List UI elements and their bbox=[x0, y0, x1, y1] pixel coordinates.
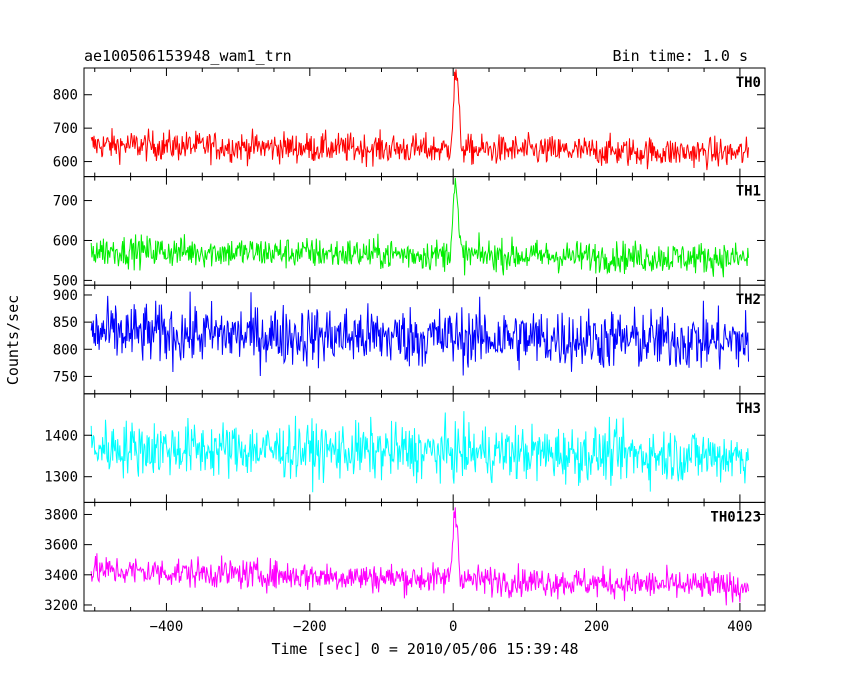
y-tick-label: 600 bbox=[53, 233, 78, 249]
x-axis-label: Time [sec] 0 = 2010/05/06 15:39:48 bbox=[271, 640, 578, 658]
y-tick-label: 600 bbox=[53, 155, 78, 171]
y-tick-label: 3200 bbox=[44, 598, 78, 614]
panel-label-th2: TH2 bbox=[736, 292, 761, 308]
series-th0-line bbox=[90, 69, 749, 171]
y-tick-label: 800 bbox=[53, 88, 78, 104]
y-axis-label: Counts/sec bbox=[4, 295, 22, 385]
x-tick-label: −400 bbox=[150, 619, 184, 635]
panel-label-th0: TH0 bbox=[736, 75, 761, 91]
series-th3-line bbox=[90, 411, 749, 493]
y-tick-label: 3400 bbox=[44, 568, 78, 584]
y-tick-label: 850 bbox=[53, 315, 78, 331]
y-tick-label: 3800 bbox=[44, 507, 78, 523]
series-th0123-line bbox=[90, 507, 749, 606]
panels-group: 600 700 800 TH0 500 600 700 TH1 750 800 850 900 TH2 1… bbox=[44, 67, 766, 635]
panel-label-th1: TH1 bbox=[736, 184, 761, 200]
y-tick-label: 700 bbox=[53, 194, 78, 210]
y-tick-label: 1400 bbox=[44, 428, 78, 444]
x-tick-label: 200 bbox=[584, 619, 609, 635]
x-tick-label: 0 bbox=[449, 619, 457, 635]
y-tick-label: 700 bbox=[53, 121, 78, 137]
panel-frame-th0123 bbox=[83, 501, 766, 612]
series-th2-line bbox=[90, 291, 749, 377]
y-tick-label: 800 bbox=[53, 342, 78, 358]
y-tick-label: 750 bbox=[53, 369, 78, 385]
series-th1-line bbox=[90, 177, 749, 278]
x-tick-label: −200 bbox=[293, 619, 327, 635]
bin-time-label: Bin time: 1.0 s bbox=[613, 47, 748, 65]
y-tick-label: 3600 bbox=[44, 538, 78, 554]
y-tick-label: 900 bbox=[53, 288, 78, 304]
panel-label-th3: TH3 bbox=[736, 401, 761, 417]
y-tick-label: 500 bbox=[53, 273, 78, 289]
y-tick-label: 1300 bbox=[44, 470, 78, 486]
panel-label-th0123: TH0123 bbox=[710, 509, 761, 525]
chart-title: ae100506153948_wam1_trn bbox=[84, 47, 292, 65]
x-tick-label: 400 bbox=[727, 619, 752, 635]
